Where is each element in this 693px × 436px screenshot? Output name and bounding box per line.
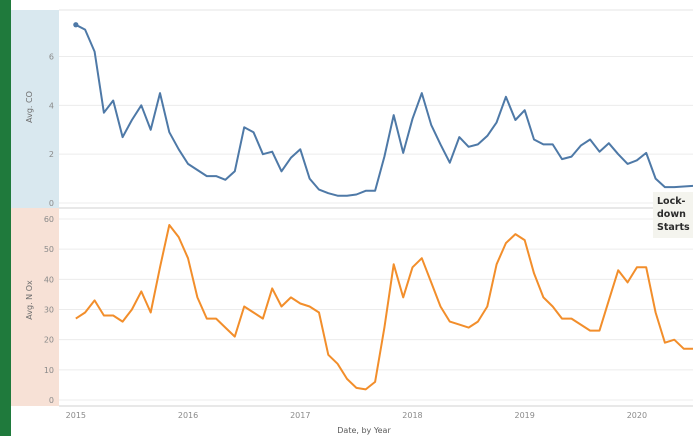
- x-tick-label: 2019: [515, 411, 535, 420]
- nox-y-tick-labels: 0 10 20 30 40 50 60: [44, 215, 54, 405]
- co-series-start-marker: [73, 22, 79, 28]
- lockdown-annotation-box: [653, 192, 693, 238]
- x-tick-label: 2020: [627, 411, 647, 420]
- nox-y-tick-label: 10: [44, 366, 54, 375]
- nox-y-tick-label: 60: [44, 215, 54, 224]
- co-y-tick-label: 6: [49, 53, 54, 62]
- nox-y-tick-label: 0: [49, 396, 54, 405]
- nox-y-tick-label: 40: [44, 275, 54, 284]
- co-axis-band: [11, 10, 59, 208]
- nox-y-tick-label: 30: [44, 306, 54, 315]
- nox-axis-title: Avg. N Ox: [25, 280, 34, 320]
- co-gridlines: [59, 56, 693, 204]
- co-y-tick-label: 2: [49, 150, 54, 159]
- left-accent-bar: [0, 0, 11, 436]
- nox-y-tick-label: 20: [44, 336, 54, 345]
- co-axis-title: Avg. CO: [25, 91, 34, 123]
- co-y-tick-label: 4: [49, 101, 54, 110]
- lockdown-annotation: Lock-down Starts: [657, 196, 690, 233]
- co-series-line: [75, 23, 693, 197]
- nox-y-tick-label: 50: [44, 245, 54, 254]
- co-y-tick-label: 0: [49, 199, 54, 208]
- nox-axis-band: [11, 208, 59, 406]
- co-y-tick-labels: 0 2 4 6: [49, 53, 54, 208]
- x-axis-title: Date, by Year: [337, 426, 391, 435]
- x-tick-label: 2017: [290, 411, 310, 420]
- x-tick-labels: 2015 2016 2017 2018 2019 2020: [66, 411, 647, 420]
- annotation-line: Starts: [657, 222, 690, 233]
- x-tick-label: 2015: [66, 411, 86, 420]
- x-tick-label: 2016: [178, 411, 198, 420]
- annotation-line: Lock-: [657, 196, 686, 207]
- nox-series-line: [75, 224, 693, 391]
- annotation-line: down: [657, 209, 686, 220]
- x-tick-label: 2018: [402, 411, 422, 420]
